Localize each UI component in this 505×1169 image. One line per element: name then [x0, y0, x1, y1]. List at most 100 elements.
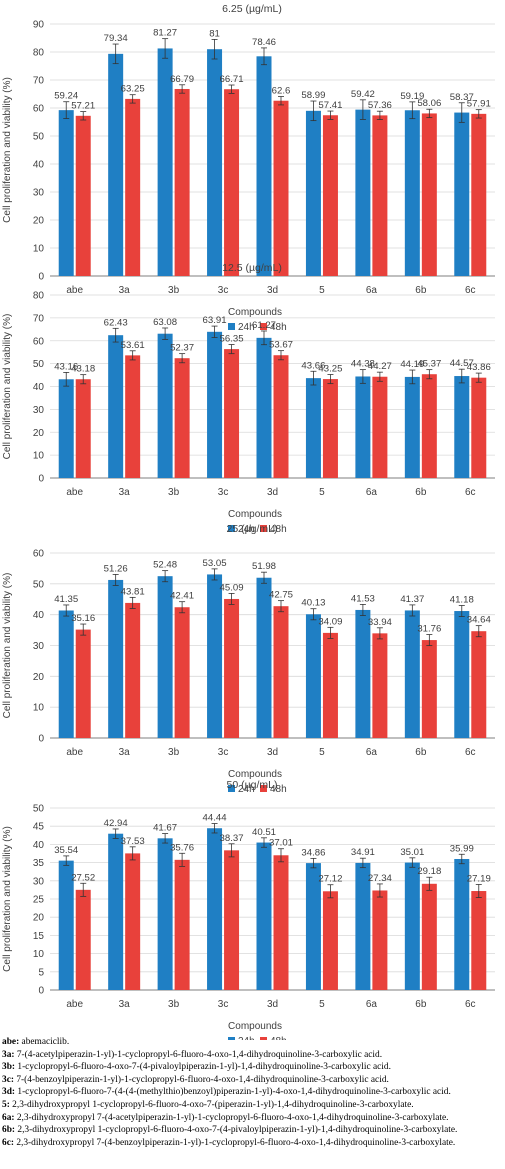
x-tick-label: abe — [66, 285, 83, 296]
y-tick-label: 30 — [33, 405, 45, 416]
bar-48h-3a — [125, 98, 141, 277]
data-label: 43.18 — [71, 364, 95, 375]
bar-24h-3a — [108, 335, 124, 478]
y-tick-label: 0 — [38, 272, 44, 283]
data-label: 56.35 — [220, 334, 244, 345]
bar-48h-3a — [125, 355, 141, 478]
data-label: 58.06 — [417, 98, 441, 109]
bar-48h-3c — [224, 89, 240, 276]
y-tick-label: 60 — [33, 104, 45, 115]
y-tick-label: 80 — [33, 291, 45, 302]
bar-48h-3d — [273, 855, 289, 990]
data-label: 44.19 — [400, 359, 424, 370]
bar-24h-3d — [256, 577, 272, 738]
data-label: 37.53 — [121, 836, 145, 847]
data-label: 52.48 — [153, 560, 177, 571]
bar-48h-6c — [471, 377, 487, 478]
bar-24h-5 — [305, 378, 321, 478]
y-tick-label: 5 — [38, 967, 44, 978]
bar-24h-3d — [256, 842, 272, 990]
bar-48h-3c — [224, 598, 240, 738]
data-label: 43.16 — [54, 361, 78, 372]
data-label: 62.6 — [272, 86, 291, 97]
x-tick-label: 3b — [168, 747, 180, 758]
bar-48h-6a — [372, 115, 388, 276]
data-label: 40.51 — [252, 827, 276, 838]
data-label: 27.12 — [318, 874, 342, 885]
footnote-5: 5: 2,3-dihydroxypropyl 1-cyclopropyl-6-f… — [2, 1099, 505, 1112]
data-label: 57.21 — [71, 101, 95, 112]
footnote-3d: 3d: 1-cyclopropyl-6-fluoro-7-(4-(4-(meth… — [2, 1086, 505, 1099]
bar-24h-3c — [207, 574, 223, 738]
bar-24h-6b — [404, 610, 420, 738]
y-tick-label: 70 — [33, 313, 45, 324]
data-label: 27.52 — [71, 872, 95, 883]
bar-24h-abe — [58, 610, 74, 738]
footnote-text: 2,3-dihydroxypropyl 1-cyclopropyl-6-fluo… — [9, 1099, 414, 1110]
bar-48h-3b — [174, 88, 190, 276]
x-tick-label: 3a — [119, 999, 131, 1010]
data-label: 34.91 — [351, 847, 375, 858]
bar-48h-6b — [421, 113, 437, 276]
chart-panel-3: 25 (µg/mL) 0 10 20 30 40 50 60 Cell proliferatio… — [2, 523, 495, 795]
x-tick-label: abe — [66, 747, 83, 758]
footnote-text: 1-cyclopropyl-6-fluoro-4-oxo-7-(4-pivalo… — [15, 1062, 391, 1073]
bar-24h-6b — [404, 862, 420, 990]
bar-24h-3c — [207, 331, 223, 478]
data-label: 81 — [209, 28, 220, 39]
data-label: 44.57 — [450, 358, 474, 369]
data-label: 43.25 — [318, 363, 342, 374]
bar-24h-6c — [454, 112, 470, 277]
bar-48h-6b — [421, 374, 437, 478]
legend-swatch-48h — [260, 785, 267, 792]
data-label: 35.16 — [71, 613, 95, 624]
x-tick-label: 3c — [218, 285, 229, 296]
abbreviation-footnotes: abe: abemaciclib. 3a: 7-(4-acetylpiperaz… — [2, 1036, 505, 1149]
bar-48h-3c — [224, 349, 240, 478]
y-tick-label: 0 — [38, 986, 44, 997]
y-tick-label: 40 — [33, 160, 45, 171]
x-tick-label: 5 — [319, 999, 325, 1010]
x-tick-label: 6b — [415, 285, 427, 296]
data-label: 66.79 — [170, 74, 194, 85]
bar-24h-3b — [157, 838, 173, 990]
data-label: 59.24 — [54, 91, 79, 102]
y-axis-label: Cell proliferation and viability (%) — [2, 77, 13, 223]
legend-label-24h: 24h — [238, 1036, 255, 1040]
x-tick-label: 6c — [465, 285, 476, 296]
data-label: 35.54 — [54, 845, 79, 856]
x-tick-label: 3b — [168, 487, 180, 498]
bar-24h-6a — [355, 376, 371, 478]
data-label: 51.26 — [104, 563, 128, 574]
bar-24h-3d — [256, 337, 272, 478]
bar-24h-6b — [404, 376, 420, 478]
bar-48h-6c — [471, 891, 487, 990]
bar-48h-3b — [174, 607, 190, 738]
y-tick-label: 10 — [33, 949, 45, 960]
bar-48h-6b — [421, 883, 437, 990]
footnote-code: 5: — [2, 1099, 10, 1110]
footnote-text: 7-(4-acetylpiperazin-1-yl)-1-cyclopropyl… — [14, 1049, 383, 1060]
bar-48h-3d — [273, 606, 289, 738]
x-tick-label: 5 — [319, 487, 325, 498]
bar-48h-5 — [322, 632, 338, 738]
data-label: 35.99 — [450, 843, 474, 854]
bar-24h-3b — [157, 48, 173, 276]
data-label: 43.66 — [301, 360, 325, 371]
bar-24h-6c — [454, 858, 470, 990]
footnote-3c: 3c: 7-(4-benzoylpiperazin-1-yl)-1-cyclop… — [2, 1074, 505, 1087]
bar-48h-5 — [322, 115, 338, 276]
y-tick-label: 50 — [33, 579, 45, 590]
data-label: 42.94 — [104, 818, 129, 829]
x-axis-label: Compounds — [228, 307, 282, 318]
bar-24h-3d — [256, 56, 272, 277]
x-tick-label: 6c — [465, 747, 476, 758]
footnote-code: 3d: — [2, 1087, 16, 1098]
x-tick-label: 3d — [267, 747, 278, 758]
bar-24h-6a — [355, 862, 371, 990]
bar-48h-3a — [125, 602, 141, 738]
data-label: 31.76 — [417, 624, 441, 635]
y-tick-label: 30 — [33, 641, 45, 652]
y-tick-label: 10 — [33, 703, 45, 714]
